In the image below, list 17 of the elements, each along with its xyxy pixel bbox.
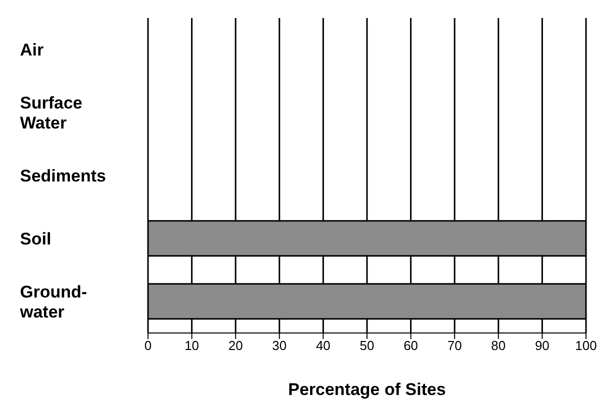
x-tick-label: 70 [447,338,462,354]
y-tick-label: Soil [20,230,52,248]
x-tick-label: 10 [184,338,200,354]
x-tick-label: 50 [360,338,374,354]
x-axis-title: Percentage of Sites [288,380,446,399]
y-tick-label: Air [20,40,44,60]
y-tick-label: Surface Water [20,94,82,132]
x-tick-label: 90 [534,338,550,354]
y-tick-label: Sediments [20,166,106,186]
x-tick-label: 100 [575,338,597,354]
x-tick-label: 80 [491,338,506,354]
x-tick-label: 20 [228,338,243,354]
x-tick-label: 30 [272,338,287,354]
y-tick-label: Ground-water [19,282,88,322]
x-tick-label: 60 [404,338,418,354]
x-tick-label: 0 [144,338,152,354]
x-tick-label: 40 [316,338,330,354]
